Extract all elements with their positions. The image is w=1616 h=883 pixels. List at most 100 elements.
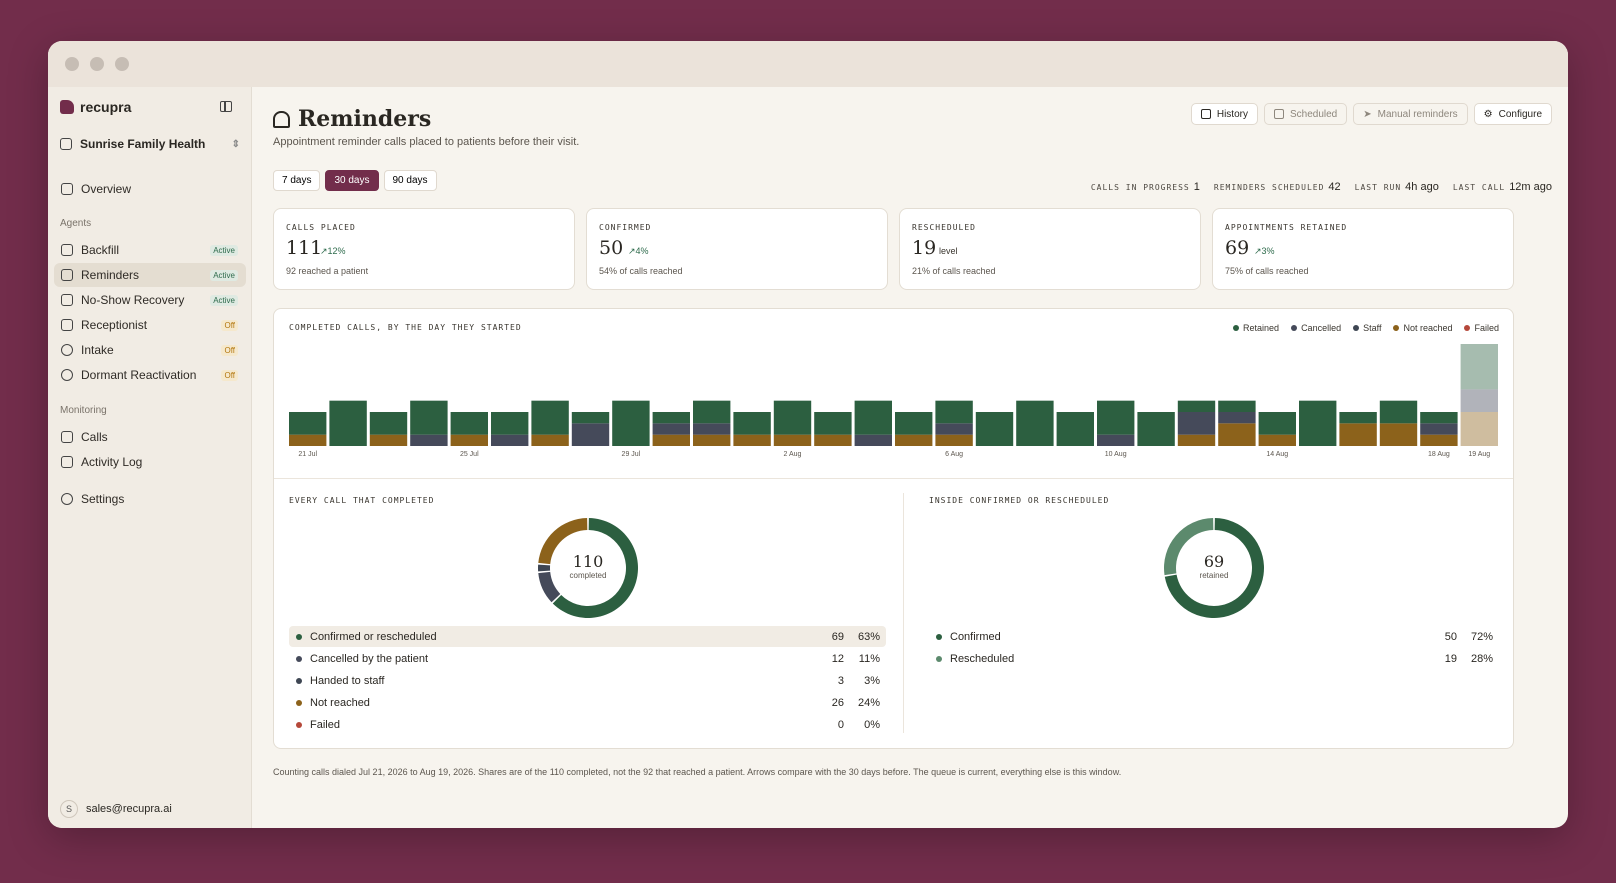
donut-slice-not-reached[interactable] (538, 518, 588, 565)
bar-not-reached[interactable] (1339, 423, 1377, 446)
scheduled-button[interactable]: Scheduled (1263, 103, 1348, 125)
bar-cancelled[interactable] (571, 423, 610, 446)
list-item[interactable]: Cancelled by the patient 12 11% (289, 648, 886, 669)
bar-chart-legend: Retained Cancelled Staff Not reached Fai… (1233, 323, 1499, 333)
bar-not-reached[interactable] (289, 434, 327, 446)
bar-retained[interactable] (693, 400, 731, 424)
sidebar-toggle-icon[interactable] (220, 101, 232, 112)
bar-not-reached[interactable] (693, 434, 731, 446)
bar-retained[interactable] (1097, 400, 1135, 435)
bar-retained[interactable] (612, 400, 650, 446)
bar-retained[interactable] (1137, 412, 1175, 446)
sidebar-item-reminders[interactable]: Reminders Active (54, 263, 246, 287)
bar-not-reached[interactable] (1258, 434, 1296, 446)
bar-cancelled[interactable] (1460, 389, 1498, 412)
kpi-delta: ↗3% (1254, 246, 1275, 256)
bar-cancelled[interactable] (1420, 423, 1458, 435)
bar-retained[interactable] (1460, 344, 1498, 390)
bar-retained[interactable] (531, 400, 569, 435)
brand-logo[interactable]: recupra (60, 99, 131, 115)
manual-reminders-button[interactable]: ➤ Manual reminders (1353, 103, 1468, 125)
bar-cancelled[interactable] (1218, 412, 1256, 424)
list-item[interactable]: Not reached 26 24% (289, 692, 886, 713)
bar-retained[interactable] (1218, 400, 1256, 412)
configure-button[interactable]: ⚙ Configure (1473, 103, 1552, 125)
bar-retained[interactable] (1299, 400, 1337, 446)
bar-not-reached[interactable] (531, 434, 569, 446)
bar-cancelled[interactable] (935, 423, 973, 435)
bar-not-reached[interactable] (935, 434, 973, 446)
sidebar-item-calls[interactable]: Calls (54, 425, 246, 449)
sidebar-item-settings[interactable]: Settings (54, 487, 246, 511)
donut-slice-rescheduled[interactable] (1164, 518, 1214, 576)
donut-completed-center: 110 completed (538, 552, 638, 580)
bar-cancelled[interactable] (854, 434, 892, 446)
donut-slice-cancelled-by-the-patient[interactable] (538, 571, 561, 603)
bar-not-reached[interactable] (895, 434, 933, 446)
donut-slice-confirmed-or-rescheduled[interactable] (552, 518, 638, 618)
bar-cancelled[interactable] (693, 423, 731, 435)
bar-not-reached[interactable] (1460, 412, 1498, 446)
list-item[interactable]: Rescheduled 19 28% (929, 648, 1499, 669)
list-item[interactable]: Failed 0 0% (289, 714, 886, 735)
bar-retained[interactable] (410, 400, 448, 435)
minimize-window-button[interactable] (90, 57, 104, 71)
close-window-button[interactable] (65, 57, 79, 71)
bar-retained[interactable] (652, 412, 690, 424)
sidebar-item-dormant-reactivation[interactable]: Dormant Reactivation Off (54, 363, 246, 387)
bar-retained[interactable] (491, 412, 529, 435)
bar-cancelled[interactable] (410, 434, 448, 446)
bar-retained[interactable] (1016, 400, 1054, 446)
org-switcher[interactable]: Sunrise Family Health ⇕ (60, 137, 240, 151)
bar-not-reached[interactable] (652, 434, 690, 446)
user-menu[interactable]: S sales@recupra.ai (60, 800, 172, 818)
sidebar-item-receptionist[interactable]: Receptionist Off (54, 313, 246, 337)
bar-retained[interactable] (773, 400, 812, 435)
sidebar-item-no-show-recovery[interactable]: No-Show Recovery Active (54, 288, 246, 312)
bar-retained[interactable] (733, 412, 771, 435)
sidebar-item-overview[interactable]: Overview (54, 177, 246, 201)
bar-not-reached[interactable] (369, 434, 408, 446)
row-count: 26 (831, 696, 844, 709)
sidebar-item-intake[interactable]: Intake Off (54, 338, 246, 362)
range-30-days[interactable]: 30 days (325, 170, 379, 191)
bar-not-reached[interactable] (733, 434, 771, 446)
bar-cancelled[interactable] (1177, 412, 1216, 435)
bar-not-reached[interactable] (1218, 423, 1256, 446)
bar-retained[interactable] (935, 400, 973, 424)
bar-retained[interactable] (814, 412, 852, 435)
bar-retained[interactable] (369, 412, 408, 435)
bar-retained[interactable] (450, 412, 488, 435)
bar-retained[interactable] (329, 400, 367, 446)
bar-retained[interactable] (1258, 412, 1296, 435)
list-item[interactable]: Confirmed 50 72% (929, 626, 1499, 647)
list-item[interactable]: Confirmed or rescheduled 69 63% (289, 626, 886, 647)
bar-retained[interactable] (571, 412, 610, 424)
bar-cancelled[interactable] (1097, 434, 1135, 446)
range-90-days[interactable]: 90 days (383, 170, 437, 191)
bar-retained[interactable] (289, 412, 327, 435)
list-item[interactable]: Handed to staff 3 3% (289, 670, 886, 691)
history-button[interactable]: History (1190, 103, 1258, 125)
bar-not-reached[interactable] (1177, 434, 1216, 446)
bar-cancelled[interactable] (491, 434, 529, 446)
bar-retained[interactable] (1339, 412, 1377, 424)
bar-retained[interactable] (1056, 412, 1094, 446)
sidebar-item-backfill[interactable]: Backfill Active (54, 238, 246, 262)
bar-retained[interactable] (895, 412, 933, 435)
bar-retained[interactable] (975, 412, 1014, 446)
sidebar-item-activity-log[interactable]: Activity Log (54, 450, 246, 474)
bar-not-reached[interactable] (773, 434, 812, 446)
bar-not-reached[interactable] (1379, 423, 1418, 446)
bar-not-reached[interactable] (1420, 434, 1458, 446)
bar-retained[interactable] (1379, 400, 1418, 424)
bar-not-reached[interactable] (450, 434, 488, 446)
bar-not-reached[interactable] (814, 434, 852, 446)
maximize-window-button[interactable] (115, 57, 129, 71)
bar-retained[interactable] (854, 400, 892, 435)
bar-retained[interactable] (1420, 412, 1458, 424)
bar-retained[interactable] (1177, 400, 1216, 412)
donut-slice-handed-to-staff[interactable] (538, 564, 551, 572)
range-7-days[interactable]: 7 days (273, 170, 321, 191)
bar-cancelled[interactable] (652, 423, 690, 435)
